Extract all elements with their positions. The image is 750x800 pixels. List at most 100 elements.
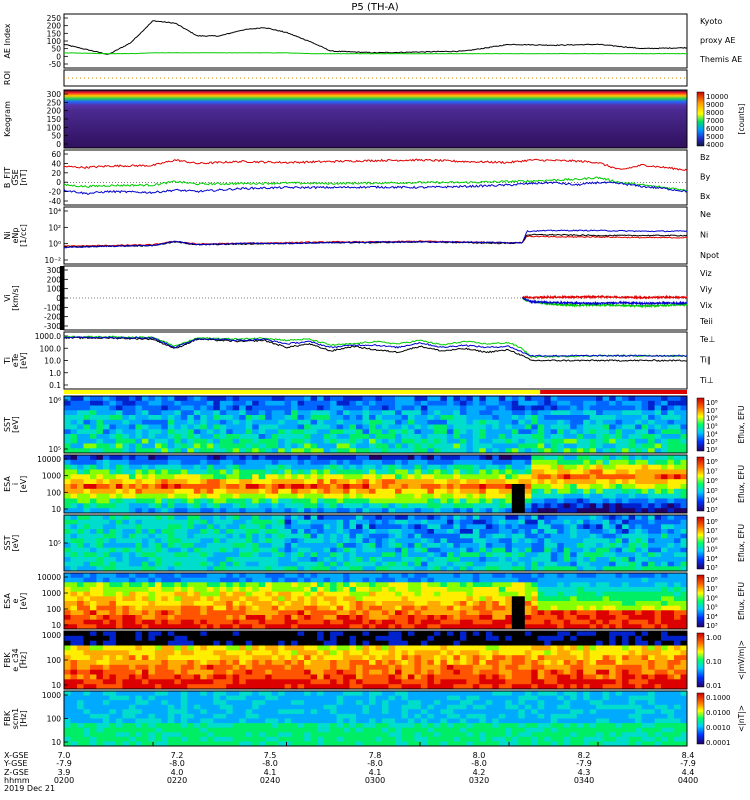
- sst_ion-cell: [317, 410, 324, 416]
- sst_ion-cell: [492, 410, 500, 416]
- sst_elec-cell: [219, 566, 227, 572]
- esa_elec-cell: [349, 591, 357, 597]
- sst_ion-cell: [420, 424, 428, 430]
- sst_ion-cell: [122, 438, 130, 444]
- sst_elec-cell: [213, 557, 221, 563]
- esa_elec-cell: [518, 591, 526, 597]
- esa_elec-cell: [161, 573, 169, 579]
- sst_elec-cell: [485, 543, 493, 549]
- sst_ion-cell: [433, 434, 441, 440]
- esa_ion-cell: [258, 493, 266, 499]
- esa_ion-cell: [498, 498, 506, 504]
- esa_ion-cell: [440, 459, 448, 465]
- sst_elec-cell: [654, 519, 662, 525]
- esa_ion-cell: [414, 484, 422, 490]
- sst_elec-cell: [206, 557, 214, 563]
- fbk_e-cell: [167, 631, 175, 637]
- sst_ion-cell: [245, 396, 253, 402]
- bfield-ylabel: B_FIT: [3, 167, 12, 188]
- sst_ion-cell: [485, 424, 493, 430]
- esa_ion-cell: [615, 503, 623, 509]
- esa_ion-cell: [252, 479, 260, 485]
- sst_ion-cell: [206, 443, 214, 449]
- sst_ion-cell: [310, 443, 318, 449]
- sst_elec-cell: [524, 538, 532, 544]
- sst_elec-cell: [187, 515, 195, 521]
- esa_elec-cell: [213, 610, 221, 616]
- sst_ion-cell: [206, 396, 214, 402]
- sst_ion-cell: [258, 415, 266, 421]
- sst_elec-cell: [615, 557, 623, 563]
- esa_elec-cell: [498, 601, 506, 607]
- sst_ion-cell: [589, 443, 597, 449]
- sst_elec-cell: [667, 547, 675, 553]
- esa_elec-cell: [680, 577, 688, 583]
- sst_ion-cell: [343, 434, 350, 440]
- esa_ion-cell: [472, 484, 480, 490]
- sst_ion-cell: [459, 419, 467, 425]
- sst_elec-cell: [401, 547, 409, 553]
- fbk_e-cell: [154, 655, 162, 661]
- esa_ion-cell: [161, 464, 169, 470]
- sst_ion-cell: [479, 400, 487, 406]
- esa_elec-cell: [544, 615, 552, 621]
- esa_elec-cell: [407, 605, 415, 611]
- sst_ion-cell: [154, 438, 162, 444]
- sst_elec-cell: [479, 529, 487, 535]
- sst_ion-cell: [265, 405, 273, 411]
- esa_ion-cell: [459, 503, 467, 509]
- sst_elec-cell: [148, 566, 156, 572]
- fbk_e-cell: [135, 640, 143, 646]
- esa_elec-cell: [511, 591, 519, 597]
- sst_ion-cell: [576, 424, 584, 430]
- esa_ion-cell: [382, 498, 389, 504]
- sst_ion-cell: [90, 438, 97, 444]
- fbk_e-cell: [64, 664, 71, 670]
- esa_ion-cell: [628, 474, 636, 480]
- esa_ion-cell: [109, 455, 117, 461]
- sst_elec-cell: [459, 519, 467, 525]
- sst_ion-cell: [466, 438, 474, 444]
- sst_ion-cell: [109, 448, 117, 454]
- esa_ion-cell: [453, 459, 461, 465]
- sst_elec-cell: [310, 538, 318, 544]
- esa_ion-cell: [369, 488, 376, 494]
- esa_ion-cell: [96, 503, 104, 509]
- sst_elec-cell: [602, 561, 610, 567]
- sst_elec-cell: [414, 566, 422, 572]
- sst_elec-cell: [330, 519, 337, 525]
- sst_elec-cell: [187, 561, 195, 567]
- sst_elec-cell: [102, 529, 110, 535]
- sst_elec-cell: [206, 515, 214, 521]
- roi-frame: [63, 69, 688, 87]
- sst_elec-cell: [154, 519, 162, 525]
- sst_elec-cell: [654, 538, 662, 544]
- sst_ion-cell: [544, 424, 552, 430]
- sst_elec-cell: [544, 519, 552, 525]
- sst_elec-cell: [667, 538, 675, 544]
- sst_ion-cell: [511, 415, 519, 421]
- sst_elec-cell: [511, 515, 519, 521]
- sst_ion-cell: [102, 410, 110, 416]
- sst_ion-cell: [141, 396, 149, 402]
- esa_elec-cell: [479, 615, 487, 621]
- esa_elec-cell: [420, 573, 428, 579]
- esa_ion-cell: [446, 498, 454, 504]
- sst_elec-cell: [661, 524, 668, 530]
- fbk_e-cell: [161, 631, 169, 637]
- esa_ion-cell: [680, 474, 688, 480]
- esa_elec-cell: [557, 591, 565, 597]
- esa_elec-cell: [661, 601, 668, 607]
- esa_ion-cell: [498, 474, 506, 480]
- esa_ion-cell: [583, 488, 591, 494]
- sst_ion-cell: [304, 419, 311, 425]
- esa_elec-cell: [382, 591, 389, 597]
- sst_elec-cell: [310, 529, 318, 535]
- sst_elec-cell: [245, 519, 253, 525]
- sst_elec-cell: [602, 543, 610, 549]
- velocity-ytick-label: -200: [44, 313, 61, 322]
- esa_elec-cell: [310, 624, 318, 630]
- esa_elec-cell: [180, 596, 188, 602]
- sst_elec-cell: [297, 515, 305, 521]
- esa_elec-cell: [213, 591, 221, 597]
